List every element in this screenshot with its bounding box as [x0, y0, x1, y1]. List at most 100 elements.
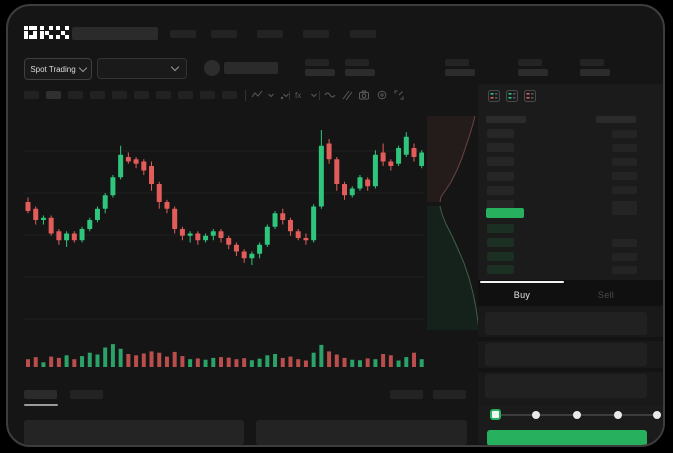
- timeframe-slot-4[interactable]: [112, 91, 127, 99]
- timeframe-slot-6[interactable]: [156, 91, 171, 99]
- nav-item-placeholder-2[interactable]: [257, 30, 283, 38]
- book-asks-only-icon[interactable]: [524, 90, 536, 102]
- bid-row-1-price[interactable]: [487, 238, 514, 247]
- stat-value-placeholder-0: [305, 69, 335, 76]
- ask-row-0-amount: [612, 129, 637, 138]
- chevron-down-icon: [170, 62, 180, 72]
- orderbook-header-price: [486, 116, 526, 123]
- nav-search-placeholder[interactable]: [72, 27, 158, 40]
- slider-step-4[interactable]: [653, 411, 661, 419]
- stat-label-placeholder-1: [345, 59, 369, 66]
- nav-item-placeholder-0[interactable]: [170, 30, 196, 38]
- timeframe-slot-0[interactable]: [24, 91, 39, 99]
- last-price-row[interactable]: [486, 208, 524, 218]
- depth-chart: [427, 115, 480, 331]
- logo-pixel: [49, 26, 54, 30]
- timeframe-slot-9[interactable]: [222, 91, 237, 99]
- logo-pixel: [28, 35, 33, 40]
- overlay-wave-icon[interactable]: [324, 89, 336, 101]
- chevron-down-icon: [78, 63, 87, 72]
- bid-row-3-price[interactable]: [487, 265, 514, 274]
- timeframe-slot-7[interactable]: [178, 91, 193, 99]
- compare-lines-icon[interactable]: [341, 89, 353, 101]
- settings-circle-icon[interactable]: [376, 89, 388, 101]
- trading-mode-select[interactable]: Spot Trading: [24, 58, 92, 80]
- indicators-fx-icon[interactable]: fx: [294, 89, 306, 101]
- ask-row-2-price[interactable]: [487, 157, 514, 167]
- pair-selector[interactable]: [97, 58, 187, 79]
- stat-label-placeholder-4: [580, 59, 604, 66]
- logo-pixel: [40, 30, 44, 35]
- timeframe-slot-5[interactable]: [134, 91, 149, 99]
- toolbar-divider: [319, 91, 320, 100]
- indicator-chevron-icon[interactable]: [308, 89, 320, 101]
- camera-icon[interactable]: [358, 89, 370, 101]
- nav-item-placeholder-1[interactable]: [211, 30, 237, 38]
- slider-handle[interactable]: [490, 409, 501, 420]
- ask-row-4-price[interactable]: [487, 185, 514, 195]
- ask-row-1-price[interactable]: [487, 143, 514, 153]
- bid-row-2-amount: [612, 252, 637, 261]
- ask-row-4-amount: [612, 186, 637, 195]
- trading-mode-label: Spot Trading: [30, 64, 76, 74]
- bid-row-3-amount: [612, 265, 637, 274]
- bid-row-0-price[interactable]: [487, 224, 514, 233]
- stat-value-placeholder-1: [345, 69, 375, 76]
- logo-pixel: [24, 30, 28, 35]
- candle-style-icon[interactable]: [251, 89, 263, 101]
- logo-pixel: [56, 35, 60, 40]
- slider-step-2[interactable]: [573, 411, 581, 419]
- tab-buy[interactable]: Buy: [513, 290, 531, 300]
- logo-pixel: [24, 26, 28, 30]
- total-input[interactable]: [485, 374, 647, 398]
- active-tab-indicator: [480, 281, 564, 283]
- ask-row-5-price[interactable]: [487, 200, 514, 209]
- slider-step-3[interactable]: [614, 411, 622, 419]
- timeframe-slot-3[interactable]: [90, 91, 105, 99]
- form-divider: [478, 337, 663, 341]
- logo-pixel: [44, 30, 49, 35]
- timeframe-slot-8[interactable]: [200, 91, 215, 99]
- trade-tabs: [478, 280, 663, 306]
- bottom-tab-history[interactable]: [70, 390, 103, 399]
- logo-pixel: [40, 26, 44, 30]
- tab-sell[interactable]: Sell: [597, 290, 615, 300]
- nav-item-placeholder-3[interactable]: [303, 30, 329, 38]
- okx-logo[interactable]: [24, 26, 70, 40]
- book-both-sides-icon[interactable]: [488, 90, 500, 102]
- last-price-amount: [612, 207, 637, 215]
- avatar[interactable]: [204, 60, 220, 76]
- ask-row-0-price[interactable]: [487, 129, 514, 138]
- ask-row-5-amount: [612, 200, 637, 209]
- stat-value-placeholder-2: [445, 69, 475, 76]
- amount-input[interactable]: [485, 343, 647, 366]
- candlestick-chart[interactable]: [24, 110, 424, 370]
- bottom-action-placeholder[interactable]: [390, 390, 423, 399]
- logo-pixel: [24, 35, 28, 40]
- chevron-down-icon[interactable]: [265, 89, 277, 101]
- ask-row-3-price[interactable]: [487, 171, 514, 181]
- bottom-active-tab-indicator: [24, 404, 58, 406]
- ask-row-3-amount: [612, 172, 637, 181]
- logo-pixel: [49, 35, 54, 40]
- stat-value-placeholder-4: [580, 69, 610, 76]
- stat-label-placeholder-0: [305, 59, 329, 66]
- form-divider: [478, 368, 663, 372]
- bottom-tab-open-orders[interactable]: [24, 390, 57, 399]
- nav-item-placeholder-4[interactable]: [350, 30, 376, 38]
- bottom-action-placeholder[interactable]: [433, 390, 466, 399]
- toolbar-divider: [245, 90, 246, 101]
- price-input[interactable]: [485, 312, 647, 335]
- pair-name-placeholder: [224, 62, 278, 74]
- book-bids-only-icon[interactable]: [506, 90, 518, 102]
- fullscreen-icon[interactable]: [393, 89, 405, 101]
- logo-pixel: [65, 35, 70, 40]
- timeframe-slot-1[interactable]: [46, 91, 61, 99]
- bid-row-1-amount: [612, 238, 637, 247]
- timeframe-slot-2[interactable]: [68, 91, 83, 99]
- chart-type-chevron-icon[interactable]: [280, 89, 292, 101]
- slider-step-1[interactable]: [532, 411, 540, 419]
- buy-submit-button[interactable]: [487, 430, 647, 445]
- logo-pixel: [60, 30, 65, 35]
- bid-row-2-price[interactable]: [487, 252, 514, 261]
